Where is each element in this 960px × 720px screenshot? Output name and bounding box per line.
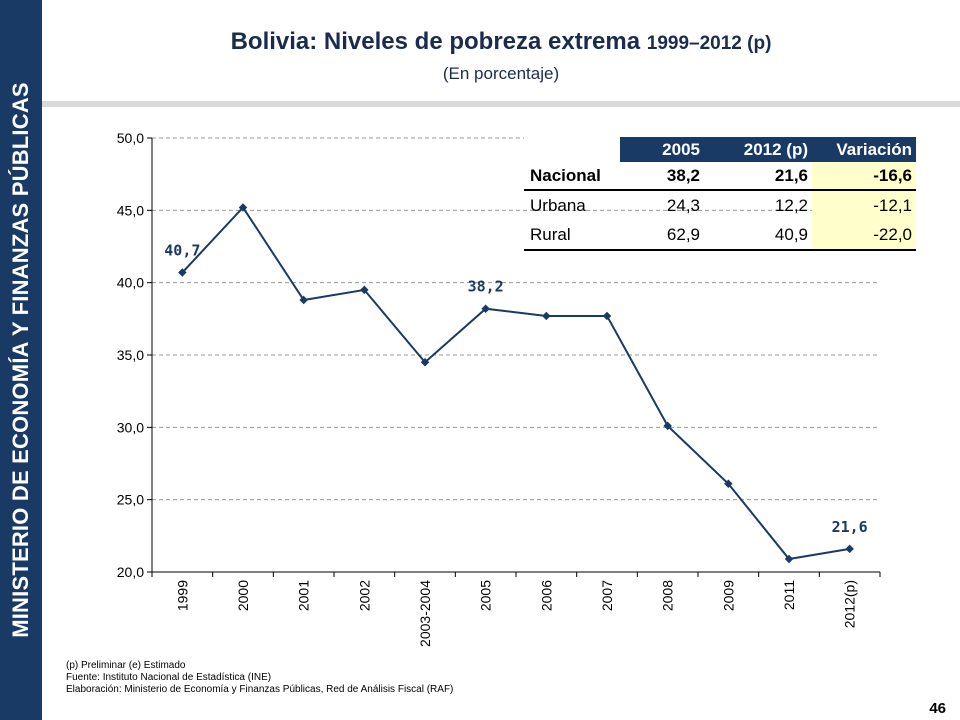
row-label: Rural <box>524 220 620 251</box>
x-tick-label: 2006 <box>538 580 554 611</box>
y-tick-label: 25,0 <box>117 492 144 508</box>
data-point <box>299 295 308 305</box>
x-tick-label: 2007 <box>599 580 615 611</box>
table-header-2012: 2012 (p) <box>704 137 812 162</box>
cell-2012: 12,2 <box>774 195 808 215</box>
row-label: Nacional <box>524 162 620 191</box>
table-header-variation: Variación <box>812 137 916 162</box>
axes: 20,0 25,0 30,0 35,0 40,0 45,0 50,0 1999 2000 2001… <box>117 130 881 647</box>
x-tick-label: 2011 <box>781 580 797 610</box>
cell-variation: -12,1 <box>812 190 916 220</box>
line-chart: 20,0 25,0 30,0 35,0 40,0 45,0 50,0 1999 2000 2001… <box>117 130 881 647</box>
y-tick-label: 50,0 <box>117 130 144 146</box>
cell-2012: 21,6 <box>704 162 812 191</box>
x-tick-label: 2001 <box>296 580 312 611</box>
title-years: 1999–2012 (p) <box>646 33 772 54</box>
cell-2005: 62,9 <box>620 220 704 251</box>
y-tick-label: 20,0 <box>117 564 144 580</box>
x-tick-label: 2000 <box>235 580 251 611</box>
x-tick-label: 2005 <box>478 580 494 611</box>
data-point <box>663 421 672 431</box>
table-header-2005: 2005 <box>620 137 704 162</box>
data-point <box>845 544 854 554</box>
footnote-source: Fuente: Instituto Nacional de Estadístic… <box>66 672 272 683</box>
header-divider <box>42 101 960 107</box>
y-tick-label: 45,0 <box>117 202 144 218</box>
x-tick-label: 1999 <box>174 580 190 611</box>
data-point <box>784 554 794 564</box>
table-row: Nacional 38,2 21,6 -16,6 <box>524 162 916 191</box>
chart-subtitle: (En porcentaje) <box>442 64 560 83</box>
data-label: 38,2 <box>468 278 504 296</box>
data-label: 21,6 <box>832 518 868 536</box>
row-label: Urbana <box>530 195 586 215</box>
y-tick-label: 30,0 <box>117 419 144 435</box>
table-row: Rural 62,9 40,9 -22,0 <box>524 220 916 251</box>
data-point <box>542 311 551 321</box>
data-point <box>420 357 430 367</box>
summary-table: 2005 2012 (p) Variación Nacional 38,2 21… <box>524 137 916 251</box>
data-point <box>238 203 248 212</box>
data-labels: 40,7 38,2 21,6 <box>164 242 867 536</box>
data-point <box>602 311 612 321</box>
table-row: Urbana 24,3 12,2 -12,1 <box>524 190 916 220</box>
sidebar: MINISTERIO DE ECONOMÍA Y FINANZAS PÚBLIC… <box>0 0 42 720</box>
data-point <box>481 304 490 313</box>
cell-2005: 38,2 <box>620 162 704 191</box>
cell-2012: 40,9 <box>704 220 812 251</box>
ministry-label: MINISTERIO DE ECONOMÍA Y FINANZAS PÚBLIC… <box>8 82 33 638</box>
grid-lines <box>152 137 880 501</box>
cell-variation: -22,0 <box>812 220 916 251</box>
chart-title: Bolivia: Niveles de pobreza extrema 1999… <box>42 28 960 56</box>
data-point <box>178 268 187 277</box>
x-tick-label: 2003-2004 <box>417 580 433 647</box>
x-tick-label: 2009 <box>720 580 736 611</box>
page-number: 46 <box>929 700 946 717</box>
y-tick-label: 35,0 <box>117 347 144 363</box>
footnotes: (p) Preliminar (e) Estimado Fuente: Inst… <box>66 660 453 696</box>
series-pobreza-extrema <box>178 203 854 564</box>
y-tick-label: 40,0 <box>117 275 144 291</box>
data-point <box>360 285 369 295</box>
series-line <box>181 205 850 561</box>
data-point <box>724 479 733 488</box>
footnote-preliminary: (p) Preliminar (e) Estimado <box>66 660 186 671</box>
data-label: 40,7 <box>164 242 200 260</box>
x-tick-label: 2012(p) <box>842 580 858 628</box>
cell-2005: 24,3 <box>666 195 700 215</box>
x-tick-label: 2008 <box>660 580 676 611</box>
title-main: Bolivia: Niveles de pobreza extrema <box>230 28 647 55</box>
footnote-elaboration: Elaboración: Ministerio de Economía y Fi… <box>66 684 454 695</box>
table-header-blank <box>524 137 620 162</box>
x-tick-label: 2002 <box>356 580 372 611</box>
cell-variation: -16,6 <box>812 162 916 191</box>
